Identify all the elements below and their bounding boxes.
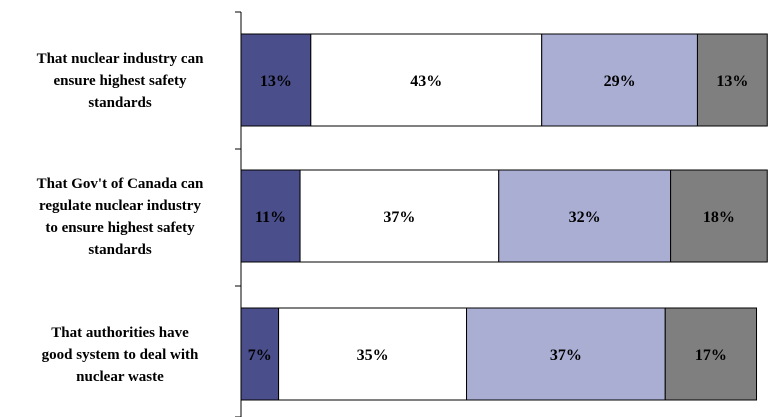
- category-label-3-line-1: That authorities have: [51, 325, 189, 341]
- bar-segment-row3-series2: [278, 307, 468, 401]
- data-label-row2-series1: 11%: [255, 209, 286, 226]
- bar-segment-row1-series3: [541, 33, 698, 127]
- bar-segment-row2-series1: [240, 169, 301, 263]
- data-label-row2-series2: 37%: [383, 209, 415, 226]
- category-label-2-line-3: to ensure highest safety: [45, 220, 195, 236]
- bar-segment-row2-series2: [299, 169, 500, 263]
- data-label-row3-series4: 17%: [695, 347, 727, 364]
- bar-segment-row3-series4: [664, 307, 758, 401]
- bar-segment-row2-series3: [498, 169, 672, 263]
- category-label-2-line-2: regulate nuclear industry: [39, 198, 201, 214]
- bar-segment-row1-series2: [310, 33, 543, 127]
- category-label-2-line-4: standards: [88, 242, 152, 258]
- data-labels-layer: 13% 43% 29% 13% 11% 37% 32% 18% 7% 35% 37% 17%: [248, 73, 749, 364]
- category-label-3-line-3: nuclear waste: [76, 369, 164, 385]
- bar-segment-row3-series3: [466, 307, 666, 401]
- data-label-row3-series2: 35%: [357, 347, 389, 364]
- category-label-1-line-2: ensure highest safety: [53, 73, 187, 89]
- category-label-3-line-2: good system to deal with: [42, 347, 199, 363]
- data-label-row1-series1: 13%: [260, 73, 292, 90]
- data-label-row2-series4: 18%: [703, 209, 735, 226]
- data-label-row3-series1: 7%: [248, 347, 272, 364]
- category-label-2-line-1: That Gov't of Canada can: [37, 176, 204, 192]
- bar-segment-row1-series4: [696, 33, 768, 127]
- category-label-3: That authorities have good system to deal…: [42, 325, 199, 385]
- category-label-2: That Gov't of Canada can regulate nuclear…: [37, 176, 204, 258]
- axis-layer: [235, 11, 242, 417]
- category-labels-layer: That nuclear industry can ensure highest …: [37, 51, 204, 385]
- category-label-1: That nuclear industry can ensure highest …: [37, 51, 204, 111]
- data-label-row1-series2: 43%: [410, 73, 442, 90]
- bar-segment-row1-series1: [240, 33, 312, 127]
- bar-segment-row2-series4: [670, 169, 768, 263]
- bar-segment-row3-series1: [240, 307, 280, 401]
- data-label-row3-series3: 37%: [550, 347, 582, 364]
- data-label-row1-series4: 13%: [716, 73, 748, 90]
- data-label-row2-series3: 32%: [569, 209, 601, 226]
- category-label-1-line-3: standards: [88, 95, 152, 111]
- bars-layer: [240, 33, 768, 401]
- data-label-row1-series3: 29%: [604, 73, 636, 90]
- category-label-1-line-1: That nuclear industry can: [37, 51, 204, 67]
